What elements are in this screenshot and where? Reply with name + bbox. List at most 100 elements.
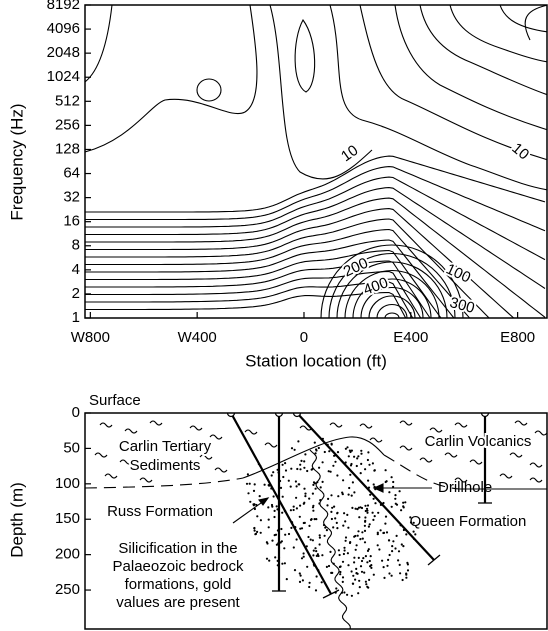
dot <box>341 493 344 496</box>
dot <box>409 521 413 524</box>
dot <box>280 540 283 543</box>
dot <box>372 483 375 486</box>
dot <box>394 547 397 550</box>
dot <box>354 578 357 581</box>
dot <box>313 441 316 444</box>
dot <box>395 534 398 538</box>
dot <box>412 521 415 524</box>
dot <box>397 559 400 562</box>
contour-line <box>394 5 547 131</box>
dot <box>347 493 350 496</box>
dot <box>295 496 298 499</box>
dot <box>335 521 338 525</box>
wave-symbol <box>399 445 413 451</box>
dot <box>384 522 387 525</box>
contour-line <box>85 5 113 83</box>
dot <box>364 468 367 471</box>
wave-symbol <box>454 422 468 428</box>
dot <box>355 567 358 571</box>
dot <box>336 527 339 530</box>
dot <box>309 538 312 541</box>
dot <box>338 565 341 569</box>
contour-line <box>85 249 442 318</box>
dot <box>400 509 403 512</box>
wave-symbol <box>189 425 203 431</box>
dot <box>271 505 274 508</box>
section-frame <box>84 412 548 630</box>
dot <box>274 556 277 559</box>
contour-line <box>85 291 407 318</box>
dot <box>388 553 391 557</box>
dot <box>253 507 256 511</box>
dot <box>398 563 401 567</box>
dot <box>376 533 379 536</box>
dot <box>330 510 333 513</box>
dot <box>383 576 386 580</box>
dot <box>252 503 255 506</box>
dot <box>302 555 305 558</box>
contour-line <box>344 269 440 318</box>
dot <box>320 581 323 584</box>
dot <box>397 550 401 553</box>
dot <box>351 506 354 509</box>
y-tick-label: 4096 <box>47 20 80 37</box>
dot <box>330 494 333 497</box>
wave-symbol <box>514 420 528 426</box>
dot <box>337 549 340 552</box>
dot <box>295 538 298 541</box>
dot <box>295 485 298 488</box>
dot <box>265 557 269 560</box>
dot <box>312 509 315 512</box>
dot <box>387 558 390 562</box>
wave-symbol <box>119 459 133 465</box>
y-tick-label: 8192 <box>47 0 80 13</box>
dot <box>313 518 316 521</box>
dot <box>374 502 377 505</box>
contour-line <box>85 260 431 318</box>
y-tick-label: 8 <box>72 237 80 254</box>
dot <box>281 562 284 565</box>
dot <box>387 539 391 542</box>
dot <box>321 480 324 483</box>
dot <box>350 494 353 497</box>
dot <box>265 541 268 544</box>
wave-symbol <box>359 423 373 429</box>
contour-line <box>85 5 258 153</box>
dot <box>336 474 339 477</box>
dot <box>333 505 336 508</box>
dot <box>330 517 333 521</box>
contour-line <box>85 176 546 261</box>
dot <box>372 573 375 576</box>
contour-line <box>85 218 490 318</box>
dot <box>317 446 320 450</box>
dot <box>336 512 339 515</box>
dot <box>325 529 328 532</box>
dot <box>299 574 302 577</box>
dot <box>323 450 326 454</box>
wave-symbol <box>99 422 113 428</box>
dot <box>385 531 389 534</box>
dot <box>275 505 278 508</box>
dot <box>253 529 256 532</box>
dot <box>395 503 399 506</box>
dot <box>367 586 370 589</box>
dot <box>283 562 286 565</box>
dot <box>301 579 304 582</box>
dot <box>321 554 324 557</box>
dot <box>280 527 283 531</box>
contour-line <box>85 197 546 318</box>
contour-line <box>85 281 414 318</box>
y-tick-label: 256 <box>55 116 80 133</box>
dot <box>390 574 393 577</box>
wave-symbol <box>444 452 458 458</box>
dot <box>382 531 385 535</box>
dot <box>298 572 301 575</box>
dot <box>302 502 305 505</box>
dot <box>371 462 374 465</box>
dot <box>310 468 313 471</box>
dot <box>281 511 284 514</box>
dot <box>405 533 408 536</box>
y-tick-label: 16 <box>63 213 80 230</box>
dot <box>274 533 278 536</box>
dot <box>367 525 370 528</box>
